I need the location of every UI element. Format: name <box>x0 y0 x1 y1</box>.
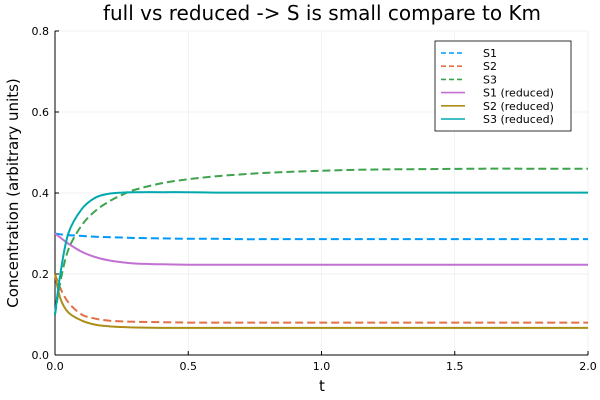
x-tick-label: 0.0 <box>46 360 64 373</box>
series-line-s3-reduced <box>54 191 588 315</box>
x-tick-label: 1.5 <box>446 360 464 373</box>
y-axis-label: Concentration (arbitrary units) <box>4 78 22 308</box>
legend-label: S3 <box>483 73 497 86</box>
legend-label: S2 (reduced) <box>483 100 554 113</box>
series-line-s1-reduced <box>54 232 588 266</box>
series-lines <box>54 167 588 329</box>
x-axis-label: t <box>319 377 325 395</box>
x-tick-label: 2.0 <box>579 360 597 373</box>
chart-title: full vs reduced -> S is small compare to… <box>103 1 541 25</box>
series-line-s2-reduced <box>54 273 588 329</box>
axes <box>54 30 589 356</box>
legend-label: S1 <box>483 47 497 60</box>
series-line-s1 <box>54 232 588 241</box>
legend-label: S1 (reduced) <box>483 87 554 100</box>
series-line-s2 <box>54 273 588 324</box>
x-tick-label: 0.5 <box>180 360 198 373</box>
y-tick-label: 0.8 <box>32 25 50 38</box>
y-tick-label: 0.6 <box>32 106 50 119</box>
legend-label: S2 <box>483 60 497 73</box>
y-tick-label: 0.0 <box>32 349 50 362</box>
legend-box <box>434 40 572 132</box>
y-tick-label: 0.2 <box>32 268 50 281</box>
legend-label: S3 (reduced) <box>483 113 554 126</box>
y-tick-label: 0.4 <box>32 187 50 200</box>
tick-labels: 0.0 0.5 1.0 1.5 2.0 0.0 0.2 0.4 0.6 0.8 <box>32 25 597 373</box>
x-tick-label: 1.0 <box>313 360 331 373</box>
